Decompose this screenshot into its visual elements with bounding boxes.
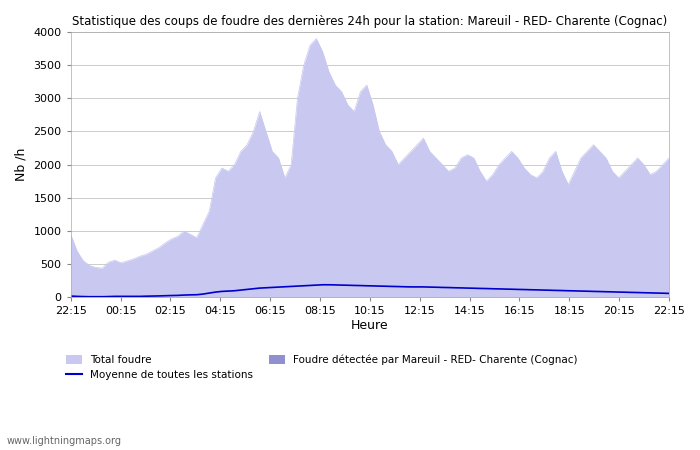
Title: Statistique des coups de foudre des dernières 24h pour la station: Mareuil - RED: Statistique des coups de foudre des dern… [72,15,668,28]
Legend: Total foudre, Moyenne de toutes les stations, Foudre détectée par Mareuil - RED-: Total foudre, Moyenne de toutes les stat… [62,351,582,384]
Y-axis label: Nb /h: Nb /h [15,148,28,181]
Text: www.lightningmaps.org: www.lightningmaps.org [7,436,122,446]
X-axis label: Heure: Heure [351,319,388,332]
